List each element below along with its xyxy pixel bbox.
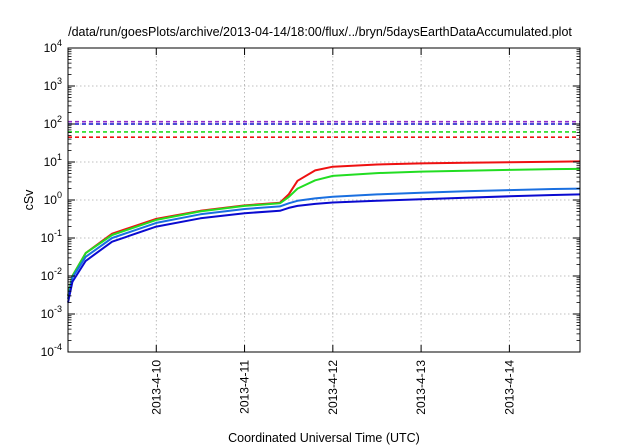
- y-tick-exponent: -3: [54, 304, 62, 314]
- y-tick-exponent: -4: [54, 342, 62, 352]
- y-axis-label: cSv: [22, 189, 36, 211]
- y-tick-exponent: 0: [57, 190, 62, 200]
- grid: [68, 48, 580, 352]
- y-tick-label: 101: [44, 152, 62, 169]
- x-axis-ticks: 2013-4-10 2013-4-11 2013-4-12 2013-4-13 2013…: [149, 48, 516, 415]
- y-tick-base: 10: [44, 193, 58, 207]
- y-tick-base: 10: [44, 79, 58, 93]
- x-tick-label: 2013-4-11: [238, 360, 252, 414]
- y-tick-base: 10: [41, 231, 55, 245]
- y-tick-exponent: -2: [54, 266, 62, 276]
- y-tick-base: 10: [44, 117, 58, 131]
- y-tick-base: 10: [41, 269, 55, 283]
- threshold-lines: [68, 120, 580, 138]
- chart-title: /data/run/goesPlots/archive/2013-04-14/1…: [68, 25, 572, 39]
- x-tick-label: 2013-4-14: [502, 360, 516, 415]
- series-line: [67, 187, 581, 300]
- series-line: [67, 193, 581, 303]
- y-tick-label: 10-2: [41, 266, 62, 283]
- y-tick-exponent: 2: [57, 114, 62, 124]
- series-lines: [67, 160, 581, 303]
- y-tick-exponent: -1: [54, 228, 62, 238]
- x-axis-label: Coordinated Universal Time (UTC): [228, 431, 420, 445]
- y-tick-label: 102: [44, 114, 62, 131]
- x-tick-label: 2013-4-10: [149, 360, 163, 415]
- x-tick-label: 2013-4-13: [414, 360, 428, 415]
- y-tick-label: 10-4: [41, 342, 62, 359]
- x-tick-label: 2013-4-12: [326, 360, 340, 415]
- y-tick-exponent: 1: [57, 152, 62, 162]
- y-tick-exponent: 3: [57, 76, 62, 86]
- y-tick-label: 100: [44, 190, 62, 207]
- y-tick-label: 10-1: [41, 228, 62, 245]
- y-tick-base: 10: [41, 307, 55, 321]
- series-line: [67, 167, 581, 297]
- y-tick-base: 10: [44, 41, 58, 55]
- y-tick-base: 10: [41, 345, 55, 359]
- y-tick-label: 10-3: [41, 304, 62, 321]
- y-tick-label: 104: [44, 38, 62, 55]
- y-tick-base: 10: [44, 155, 58, 169]
- y-tick-exponent: 4: [57, 38, 62, 48]
- y-tick-label: 103: [44, 76, 62, 93]
